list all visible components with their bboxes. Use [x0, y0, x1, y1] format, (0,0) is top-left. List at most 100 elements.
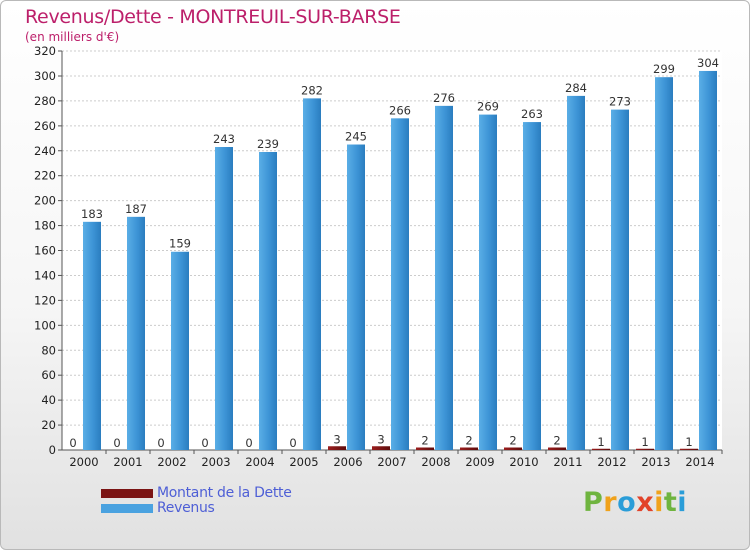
x-tick-label: 2000	[69, 455, 98, 469]
y-tick-label: 280	[34, 94, 56, 108]
data-label-dette: 0	[201, 436, 208, 450]
logo-letter: o	[617, 487, 637, 518]
bar-dette	[548, 447, 566, 450]
x-tick-label: 2011	[553, 455, 582, 469]
x-tick-label: 2008	[421, 455, 450, 469]
bar-revenus	[127, 216, 145, 450]
data-label-dette: 1	[641, 435, 648, 449]
data-label-revenus: 263	[521, 107, 543, 121]
y-tick-label: 180	[34, 219, 56, 233]
legend-label-dette: Montant de la Dette	[157, 485, 292, 501]
y-tick-label: 160	[34, 244, 56, 258]
y-tick-label: 120	[34, 293, 56, 307]
bar-revenus	[699, 70, 717, 450]
data-label-revenus: 304	[697, 56, 719, 70]
bar-dette	[372, 446, 390, 450]
logo-letter: t	[663, 487, 678, 518]
bar-dette	[416, 447, 434, 450]
bar-dette	[680, 448, 698, 450]
logo-letter: r	[603, 487, 618, 518]
data-label-revenus: 299	[653, 62, 675, 76]
x-tick-label: 2007	[377, 455, 406, 469]
data-label-revenus: 284	[565, 81, 587, 95]
bar-revenus	[215, 147, 233, 450]
data-label-revenus: 266	[389, 103, 411, 117]
y-tick-label: 140	[34, 268, 56, 282]
bar-revenus	[83, 221, 101, 450]
data-label-revenus: 183	[81, 207, 103, 221]
data-label-dette: 2	[509, 434, 516, 448]
data-label-dette: 3	[377, 432, 384, 446]
logo-letter: i	[654, 487, 664, 518]
x-tick-label: 2009	[465, 455, 494, 469]
bar-dette	[328, 446, 346, 450]
bar-dette	[592, 448, 610, 450]
x-tick-label: 2001	[113, 455, 142, 469]
bar-revenus	[655, 77, 673, 450]
data-label-revenus: 276	[433, 91, 455, 105]
x-tick-label: 2004	[245, 455, 274, 469]
bar-revenus	[523, 122, 541, 451]
x-tick-label: 2002	[157, 455, 186, 469]
bar-revenus	[171, 251, 189, 450]
data-label-dette: 2	[465, 434, 472, 448]
y-tick-label: 320	[34, 44, 56, 58]
x-tick-label: 2010	[509, 455, 538, 469]
x-tick-label: 2003	[201, 455, 230, 469]
bar-dette	[504, 447, 522, 450]
y-tick-label: 100	[34, 318, 56, 332]
bar-revenus	[259, 151, 277, 450]
data-label-revenus: 159	[169, 237, 191, 251]
y-tick-label: 20	[41, 418, 56, 432]
data-label-dette: 3	[333, 432, 340, 446]
bar-revenus	[303, 98, 321, 450]
bar-dette	[636, 448, 654, 450]
bar-dette	[460, 447, 478, 450]
y-tick-label: 0	[49, 443, 56, 457]
data-label-dette: 0	[113, 436, 120, 450]
data-label-revenus: 269	[477, 100, 499, 114]
data-label-revenus: 243	[213, 132, 235, 146]
data-label-revenus: 239	[257, 137, 279, 151]
bar-revenus	[611, 109, 629, 451]
y-tick-label: 80	[41, 343, 56, 357]
bar-revenus	[347, 144, 365, 450]
y-tick-label: 240	[34, 144, 56, 158]
data-label-dette: 1	[685, 435, 692, 449]
proxiti-logo: Proxiti	[583, 487, 687, 518]
x-tick-label: 2013	[641, 455, 670, 469]
legend-swatch-revenus	[101, 504, 153, 513]
y-tick-label: 260	[34, 119, 56, 133]
y-tick-label: 200	[34, 194, 56, 208]
logo-letter: i	[677, 487, 688, 518]
legend-swatch-dette	[101, 489, 153, 498]
data-label-dette: 2	[553, 434, 560, 448]
logo-letter: P	[583, 487, 604, 518]
data-label-revenus: 245	[345, 130, 367, 144]
logo-letter: x	[636, 487, 655, 518]
bar-revenus	[567, 95, 585, 450]
data-label-dette: 0	[245, 436, 252, 450]
legend-label-revenus: Revenus	[157, 500, 215, 516]
x-tick-label: 2014	[685, 455, 714, 469]
bar-revenus	[479, 114, 497, 450]
x-tick-label: 2012	[597, 455, 626, 469]
y-tick-label: 220	[34, 169, 56, 183]
data-label-revenus: 282	[301, 83, 323, 97]
bar-revenus	[391, 118, 409, 451]
x-tick-label: 2006	[333, 455, 362, 469]
data-label-dette: 0	[289, 436, 296, 450]
data-label-dette: 0	[69, 436, 76, 450]
data-label-revenus: 187	[125, 202, 147, 216]
chart-subtitle: (en milliers d'€)	[25, 30, 120, 44]
y-tick-label: 40	[41, 393, 56, 407]
data-label-dette: 0	[157, 436, 164, 450]
data-label-dette: 1	[597, 435, 604, 449]
bar-revenus	[435, 105, 453, 451]
y-tick-label: 300	[34, 69, 56, 83]
y-tick-label: 60	[41, 368, 56, 382]
data-label-revenus: 273	[609, 95, 631, 109]
x-tick-label: 2005	[289, 455, 318, 469]
